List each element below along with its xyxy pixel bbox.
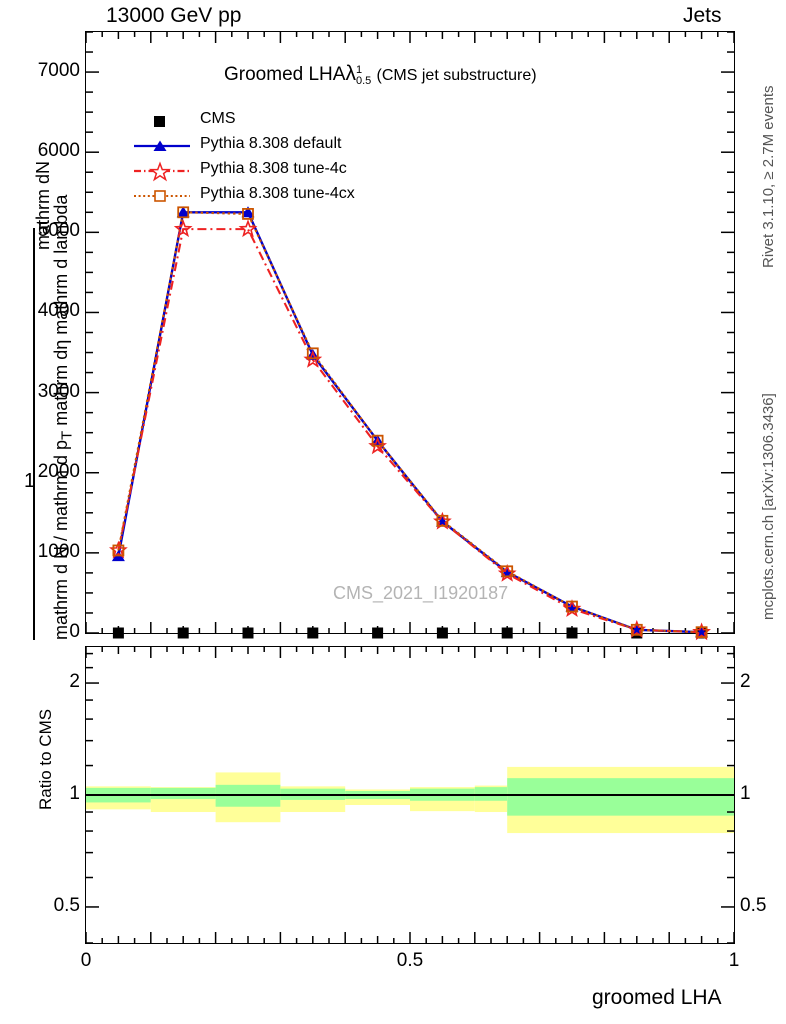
- legend-key-tune4c: [132, 158, 192, 183]
- series-line-pythia-8-308-tune-4c: [117, 228, 702, 634]
- plot-title-tail: (CMS jet substructure): [376, 67, 537, 84]
- legend-key-default: [132, 133, 192, 158]
- legend-label-tune4cx: Pythia 8.308 tune-4cx: [200, 185, 355, 202]
- datapoint-pythia-8-308-tune-4c-2: [238, 219, 258, 238]
- datapoint-pythia-8-308-default-1: [176, 206, 190, 218]
- legend-label-default: Pythia 8.308 default: [200, 135, 342, 152]
- datapoint-cms-2: [242, 627, 254, 639]
- yaxis-tick-label-1000: 1000: [37, 540, 80, 562]
- xaxis-title: groomed LHA: [592, 986, 722, 1009]
- yaxis-title-one: 1: [24, 470, 36, 492]
- legend-label-cms: CMS: [200, 110, 236, 127]
- yaxis-tick-label-6000: 6000: [37, 140, 80, 162]
- ratio-tick-label-right-0.5: 0.5: [740, 894, 767, 916]
- legend-key-tune4cx-icon: [134, 190, 190, 202]
- xaxis-tick-label-1: 1: [728, 950, 740, 971]
- legend-key-tune4c-icon: [134, 161, 190, 182]
- lambda-indices: 1 0.5: [355, 63, 372, 87]
- yaxis-tick-label-2000: 2000: [37, 460, 80, 482]
- datapoint-pythia-8-308-tune-4cx-3: [306, 347, 319, 360]
- datapoint-pythia-8-308-tune-4cx-6: [501, 565, 514, 578]
- legend-key-cms-icon: [154, 116, 165, 127]
- yaxis-fraction-bar: [33, 228, 35, 640]
- beam-energy-label: 13000 GeV pp: [106, 4, 242, 27]
- legend-entry-cms[interactable]: CMS: [132, 108, 462, 133]
- ratio-band-inner-7: [507, 778, 734, 816]
- lambda-symbol: λ: [345, 62, 356, 85]
- datapoint-cms-3: [307, 627, 319, 639]
- datapoint-pythia-8-308-tune-4cx-7: [566, 600, 578, 613]
- series-line-pythia-8-308-default: [117, 211, 702, 634]
- ratio-tick-label-right-2: 2: [740, 671, 751, 693]
- datapoint-pythia-8-308-tune-4cx-5: [436, 514, 449, 527]
- analysis-category-label: Jets: [683, 4, 722, 27]
- ratio-tick-label-0.5: 0.5: [53, 894, 80, 916]
- datapoint-cms-7: [566, 627, 578, 639]
- plot-title: Groomed LHAλ 1 0.5 (CMS jet substructure): [224, 62, 537, 87]
- datapoint-cms-6: [501, 627, 513, 639]
- legend-key-tune4cx: [132, 183, 192, 208]
- xaxis-tick-label-0.5: 0.5: [396, 950, 424, 971]
- datapoint-pythia-8-308-tune-4cx-2: [242, 208, 254, 220]
- legend-entry-default[interactable]: Pythia 8.308 default: [132, 133, 462, 158]
- ratio-band-inner-6: [474, 787, 508, 801]
- datapoint-pythia-8-308-tune-4cx-1: [177, 206, 190, 219]
- legend: CMS Pythia 8.308 default Pythia 8.308 tu…: [132, 108, 462, 208]
- ratio-band-inner-1: [150, 787, 216, 800]
- ratio-tick-label-2: 2: [69, 671, 80, 693]
- datapoint-pythia-8-308-tune-4cx-4: [371, 434, 384, 447]
- plot-title-main: Groomed LHA: [224, 64, 346, 85]
- datapoint-cms-1: [177, 627, 189, 639]
- yaxis-tick-label-7000: 7000: [37, 60, 80, 82]
- datapoint-pythia-8-308-default-2: [241, 206, 255, 218]
- legend-key-cms: [132, 108, 192, 133]
- yaxis-tick-label-5000: 5000: [37, 220, 80, 242]
- legend-entry-tune4cx[interactable]: Pythia 8.308 tune-4cx: [132, 183, 462, 208]
- legend-key-default-icon: [134, 140, 190, 151]
- datapoint-cms-0: [112, 627, 124, 639]
- yaxis-tick-label-4000: 4000: [37, 300, 80, 322]
- legend-entry-tune4c[interactable]: Pythia 8.308 tune-4c: [132, 158, 462, 183]
- datapoint-cms-4: [372, 627, 384, 639]
- datapoint-pythia-8-308-tune-4cx-8: [630, 623, 643, 636]
- series-line-pythia-8-308-tune-4cx: [117, 211, 702, 634]
- xaxis-tick-label-0: 0: [80, 950, 92, 971]
- lambda-superscript: 1: [355, 63, 363, 76]
- lambda-subscript: 0.5: [355, 74, 372, 87]
- datapoint-pythia-8-308-tune-4c-1: [173, 219, 193, 238]
- datapoint-pythia-8-308-tune-4cx-9: [695, 626, 708, 639]
- datapoint-cms-5: [436, 627, 448, 639]
- legend-label-tune4c: Pythia 8.308 tune-4c: [200, 160, 347, 177]
- yaxis-tick-label-0: 0: [69, 621, 80, 642]
- ratio-tick-label-1: 1: [69, 783, 80, 804]
- yaxis-tick-label-3000: 3000: [37, 380, 80, 402]
- ratio-tick-label-right-1: 1: [740, 783, 751, 804]
- datapoint-pythia-8-308-tune-4cx-0: [112, 544, 125, 557]
- analysis-id-watermark: CMS_2021_I1920187: [333, 583, 509, 603]
- main-plot-panel: [85, 31, 735, 634]
